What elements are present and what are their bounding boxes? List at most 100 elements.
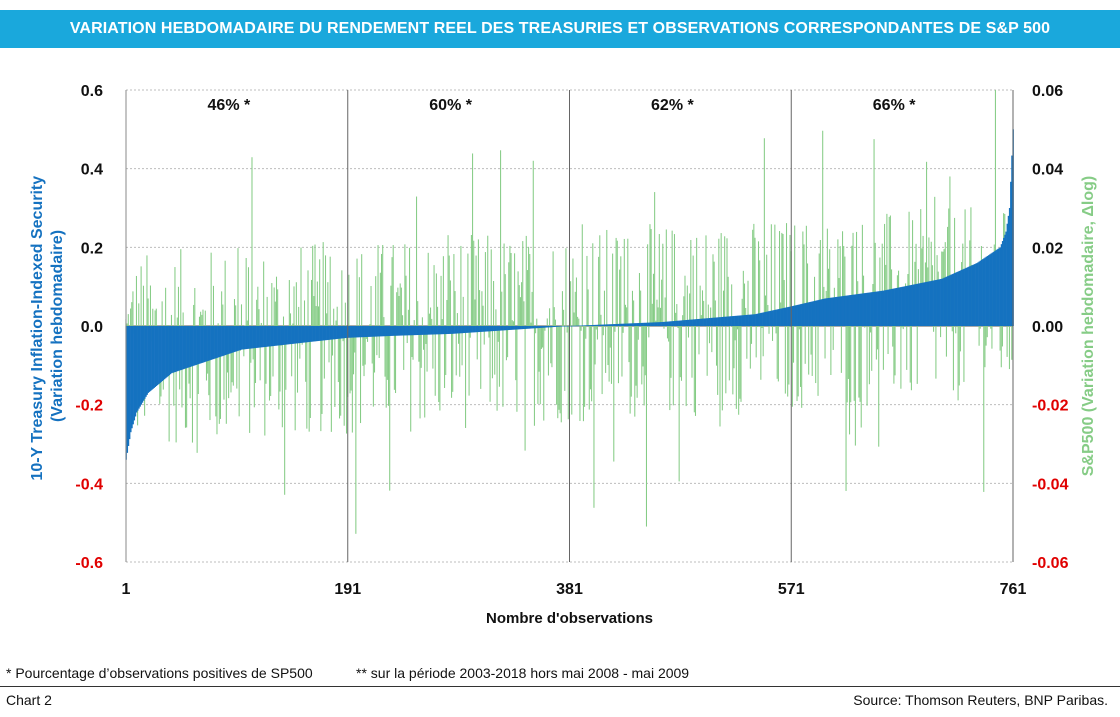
sp500-bar	[452, 326, 454, 392]
sp500-bar	[873, 139, 875, 326]
tips-bar	[529, 326, 531, 329]
tips-bar	[247, 326, 250, 349]
sp500-bar	[609, 326, 611, 348]
sp500-bar	[386, 326, 388, 380]
tips-bar	[444, 326, 446, 335]
sp500-bar	[385, 326, 387, 408]
tips-bar	[669, 321, 671, 326]
sp500-bar	[204, 310, 206, 326]
sp500-bar	[889, 215, 891, 326]
sp500-bar	[634, 326, 636, 417]
tips-bar	[287, 326, 290, 345]
tips-bar	[296, 326, 299, 344]
sp500-bar	[544, 326, 546, 331]
sp500-bar	[840, 326, 842, 373]
sp500-bar	[218, 326, 220, 424]
tips-bar	[470, 326, 473, 333]
sp500-bar	[671, 230, 673, 326]
sp500-bar	[826, 228, 828, 326]
tips-bar	[388, 326, 390, 337]
sp500-bar	[796, 326, 798, 402]
sp500-bar	[811, 326, 813, 376]
tips-bar	[203, 326, 206, 363]
sp500-bar	[228, 326, 230, 399]
sp500-bar	[598, 256, 600, 326]
sp500-bar	[617, 326, 619, 384]
tips-bar	[729, 316, 732, 326]
tips-bar	[756, 313, 759, 326]
sp500-bar	[1000, 326, 1002, 368]
sp500-bar	[675, 312, 677, 326]
tips-bar	[997, 248, 999, 326]
sp500-bar	[983, 326, 985, 492]
tips-bar	[593, 324, 595, 326]
sp500-bar	[475, 255, 477, 326]
sp500-bar	[528, 246, 530, 326]
sp500-bar	[721, 326, 723, 411]
tips-bar	[948, 275, 950, 326]
tips-bar	[368, 326, 370, 337]
tips-bar	[217, 326, 220, 358]
tips-bar	[476, 326, 479, 333]
sp500-bar	[798, 326, 800, 330]
tips-bar	[337, 326, 340, 339]
tips-bar	[282, 326, 285, 345]
sp500-bar	[882, 326, 884, 370]
tips-bar	[167, 326, 169, 377]
sp500-bar	[310, 279, 313, 326]
tips-bar	[1004, 234, 1006, 326]
sp500-bar	[327, 282, 329, 326]
tips-bar	[535, 326, 537, 329]
sp500-bar	[696, 237, 698, 326]
tips-bar	[978, 261, 981, 326]
tips-bar	[509, 326, 511, 330]
tips-bar	[940, 279, 942, 326]
sp500-bar	[369, 324, 371, 326]
sp500-bar	[381, 253, 383, 326]
tips-bar	[913, 284, 915, 326]
tips-bar	[926, 281, 928, 326]
tips-bar	[998, 248, 1000, 326]
tips-bar	[379, 326, 382, 337]
sp500-bar	[810, 326, 812, 355]
sp500-bar	[539, 326, 541, 405]
tips-bar	[580, 325, 583, 326]
tips-bar	[875, 291, 878, 326]
sp500-bar	[736, 326, 739, 330]
tips-bar	[891, 288, 893, 326]
sp500-bar	[559, 326, 561, 414]
sp500-bar	[724, 236, 726, 326]
sp500-bar	[753, 223, 755, 326]
sp500-bar	[900, 326, 902, 389]
sp500-bar	[246, 320, 248, 326]
tips-bar	[644, 322, 647, 326]
sp500-bar	[538, 326, 540, 372]
sp500-bar	[531, 291, 533, 326]
sp500-bar	[316, 281, 318, 326]
tips-bar	[231, 326, 234, 353]
sp500-bar	[519, 297, 521, 326]
sp500-bar	[420, 326, 422, 368]
sp500-bar	[662, 243, 664, 326]
sp500-bar	[216, 326, 218, 435]
tips-bar	[845, 295, 847, 326]
sp500-bar	[182, 312, 184, 326]
tips-bar	[898, 287, 900, 326]
tips-bar	[581, 325, 584, 326]
tips-bar	[595, 324, 598, 326]
tips-bar	[494, 326, 496, 331]
sp500-bar	[404, 244, 406, 326]
tips-bar	[208, 326, 210, 361]
sp500-bar	[277, 289, 279, 326]
sp500-bar	[585, 326, 587, 339]
tips-bar	[603, 324, 606, 326]
sp500-bar	[510, 253, 512, 326]
tips-bar	[956, 271, 958, 326]
tips-bar	[163, 326, 166, 380]
tips-bar	[477, 326, 480, 333]
sp500-bar	[850, 326, 852, 403]
sp500-bar	[842, 231, 844, 326]
sp500-bar	[524, 326, 526, 451]
right-tick-label: -0.02	[1032, 398, 1069, 415]
sp500-bar	[257, 286, 259, 326]
